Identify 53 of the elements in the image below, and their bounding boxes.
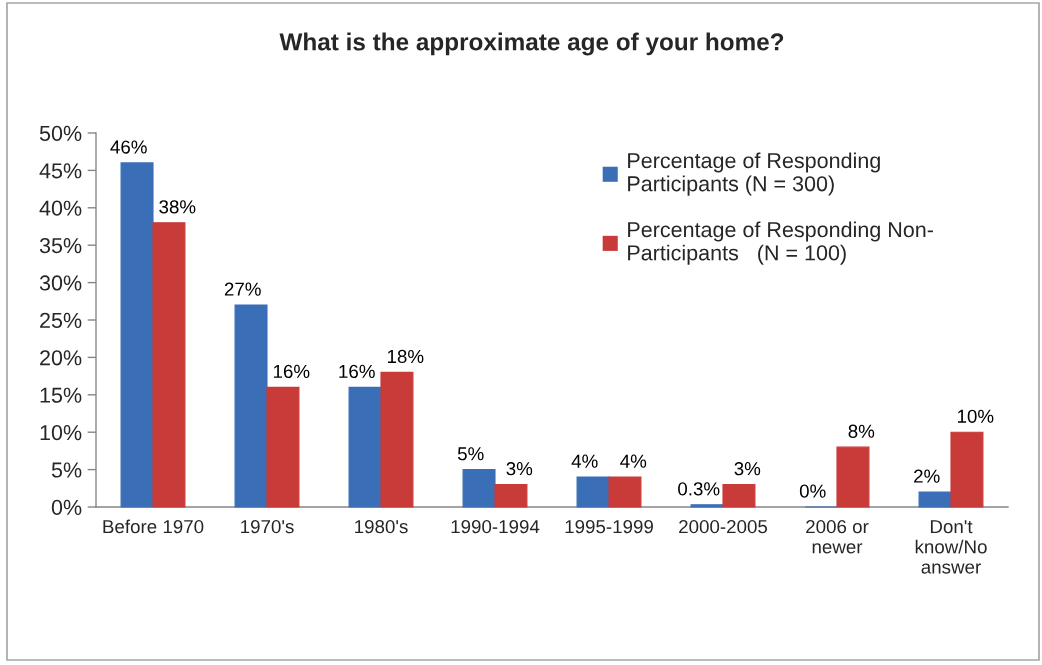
bar	[722, 484, 756, 508]
data-label: 0%	[799, 484, 826, 498]
bar	[690, 504, 724, 508]
y-tick-label: 0%	[51, 499, 82, 516]
x-tick-label: 1990-1994	[451, 520, 540, 534]
bar	[380, 371, 414, 508]
data-label: 4%	[571, 454, 598, 468]
data-label: 27%	[224, 282, 261, 296]
x-tick-label: 1995-1999	[565, 520, 653, 534]
y-tick-label: 10%	[40, 424, 82, 441]
y-tick-label: 25%	[40, 312, 82, 329]
bar	[918, 491, 952, 508]
x-tick-label: Before 1970	[103, 519, 204, 534]
data-label: 10%	[957, 409, 994, 423]
bar	[152, 222, 186, 508]
bar	[950, 431, 984, 508]
data-label: 8%	[848, 424, 875, 438]
bar	[234, 304, 268, 508]
y-tick-label: 50%	[39, 125, 82, 142]
y-tick-label: 5%	[51, 462, 82, 478]
y-tick-label: 20%	[40, 350, 82, 366]
y-tick-label: 30%	[39, 275, 82, 291]
data-label: 3%	[734, 462, 761, 476]
data-label: 16%	[273, 364, 310, 379]
chart-title: What is the approximate age of your home?	[279, 32, 784, 56]
data-label: 4%	[620, 454, 647, 468]
data-label: 16%	[339, 364, 375, 379]
x-tick-label: 2006 or newer	[806, 520, 869, 554]
data-label: 3%	[506, 462, 533, 476]
bar	[608, 476, 642, 508]
y-tick-label: 35%	[39, 237, 82, 254]
bar	[120, 162, 154, 508]
data-label: 5%	[457, 447, 484, 461]
x-tick-label: 1980's	[355, 520, 408, 534]
x-tick-label: Don't know/No answer	[915, 520, 987, 574]
data-label: 18%	[387, 349, 424, 364]
data-label: 2%	[914, 469, 940, 483]
data-label: 38%	[159, 200, 196, 214]
x-tick-label: 2000-2005	[679, 520, 768, 534]
legend-label: Percentage of Responding Non-Participants (N = 100)	[628, 221, 933, 265]
bar	[462, 469, 496, 508]
bar	[836, 446, 870, 508]
y-tick-label: 40%	[39, 200, 82, 216]
bar	[348, 386, 382, 508]
bar	[576, 476, 610, 508]
y-tick-label: 45%	[39, 163, 82, 179]
bar	[266, 386, 300, 508]
y-tick-label: 15%	[40, 387, 82, 403]
data-label: 46%	[110, 140, 147, 154]
legend-label: Percentage of Responding Participants (N = 300)	[628, 152, 880, 196]
data-label: 0.3%	[678, 482, 720, 496]
bar	[494, 484, 528, 508]
x-tick-label: 1970's	[241, 520, 294, 534]
